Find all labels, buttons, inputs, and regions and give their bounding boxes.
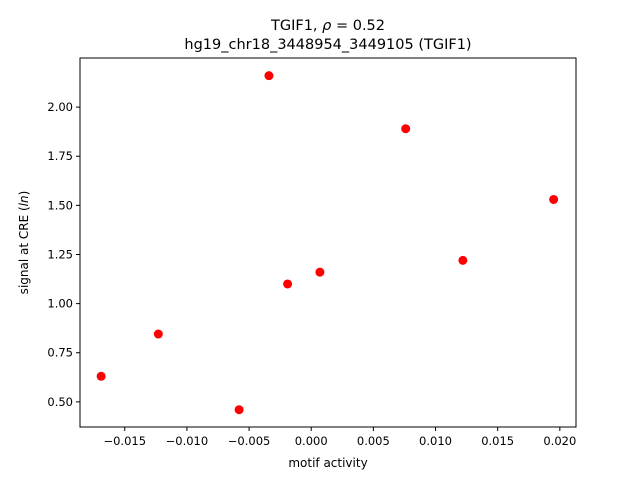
y-tick-label: 1.25 bbox=[47, 247, 73, 261]
y-tick-label: 1.50 bbox=[47, 198, 73, 212]
data-point bbox=[283, 279, 293, 289]
y-axis-ticks: 0.50 0.75 1.00 1.25 1.50 1.75 2.00 bbox=[47, 100, 80, 409]
x-axis-label: motif activity bbox=[288, 456, 367, 470]
data-point bbox=[315, 267, 325, 277]
y-axis-label: signal at CRE (ln) bbox=[17, 191, 31, 295]
data-point bbox=[234, 405, 244, 415]
chart-title-line2: hg19_chr18_3448954_3449105 (TGIF1) bbox=[184, 37, 471, 53]
y-tick-label: 2.00 bbox=[47, 100, 73, 114]
x-tick-label: −0.005 bbox=[228, 434, 271, 448]
data-point bbox=[401, 124, 411, 134]
x-tick-label: −0.010 bbox=[166, 434, 209, 448]
x-tick-label: −0.015 bbox=[103, 434, 146, 448]
data-point bbox=[96, 371, 106, 381]
x-tick-label: 0.000 bbox=[295, 434, 328, 448]
x-tick-label: 0.015 bbox=[481, 434, 514, 448]
data-points bbox=[96, 71, 559, 415]
y-tick-label: 0.50 bbox=[47, 395, 73, 409]
x-tick-label: 0.020 bbox=[543, 434, 576, 448]
x-tick-label: 0.005 bbox=[357, 434, 390, 448]
data-point bbox=[264, 71, 274, 81]
data-point bbox=[153, 329, 163, 339]
x-axis-ticks: −0.015 −0.010 −0.005 0.000 0.005 0.010 0.015 0.… bbox=[103, 427, 576, 448]
data-point bbox=[549, 194, 559, 204]
y-tick-label: 1.75 bbox=[47, 149, 73, 163]
y-tick-label: 1.00 bbox=[47, 297, 73, 311]
x-tick-label: 0.010 bbox=[419, 434, 452, 448]
y-tick-label: 0.75 bbox=[47, 346, 73, 360]
data-point bbox=[458, 255, 468, 265]
plot-area-frame bbox=[79, 57, 577, 428]
chart-title-line1: TGIF1, ρ = 0.52 bbox=[270, 18, 385, 34]
